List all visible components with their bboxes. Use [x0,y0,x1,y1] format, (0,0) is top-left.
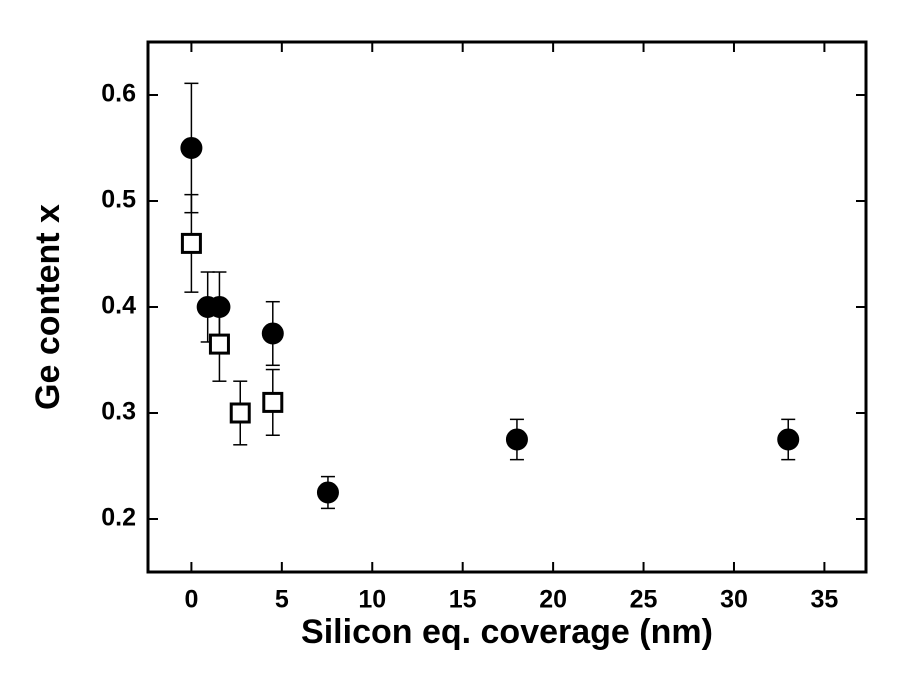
point [316,481,339,504]
y-tick-label: 0.4 [101,292,136,320]
point [261,322,284,345]
y-tick-label: 0.2 [101,504,136,532]
x-tick-label: 20 [539,586,567,614]
y-tick-label: 0.6 [101,80,136,108]
x-tick-label: 25 [630,586,658,614]
plot-frame [146,40,868,574]
point [229,402,251,424]
x-tick-label: 10 [358,586,386,614]
x-tick-label: 5 [275,586,289,614]
y-tick-label: 0.5 [101,186,136,214]
x-tick-label: 0 [184,586,198,614]
y-axis-label: Ge content x [29,204,67,410]
x-tick-label: 15 [449,586,477,614]
point [180,232,202,254]
point [208,333,230,355]
point [777,428,800,451]
point [180,137,203,159]
point [505,428,528,451]
x-axis-label: Silicon eq. coverage (nm) [301,613,713,651]
point [262,391,284,413]
y-tick-label: 0.3 [101,398,136,426]
x-tick-label: 35 [810,586,838,614]
x-tick-label: 30 [720,586,748,614]
